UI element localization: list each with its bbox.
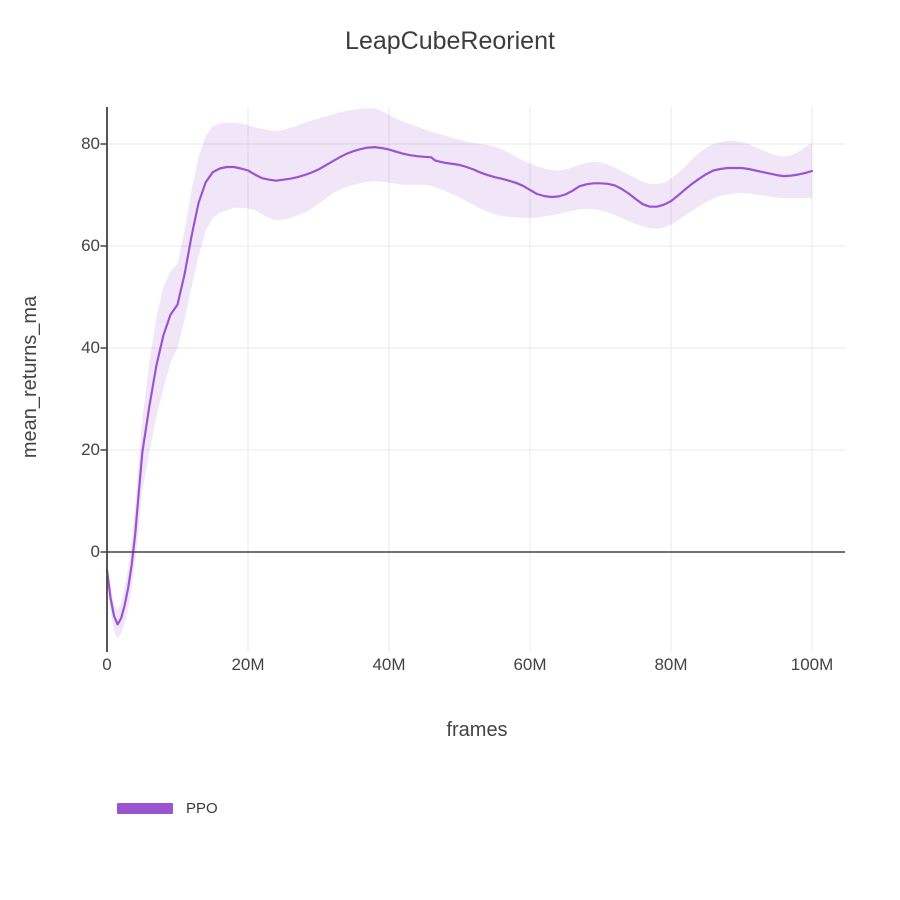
y-tick-label: 0	[90, 542, 100, 561]
x-tick-label: 40M	[372, 655, 406, 674]
y-tick-label: 20	[81, 440, 100, 459]
ppo-mean-line	[105, 146, 814, 626]
x-tick-label: 60M	[513, 655, 547, 674]
legend-item-ppo[interactable]: PPO	[117, 800, 218, 817]
x-tick-label: 80M	[654, 655, 688, 674]
ppo-confidence-band	[107, 108, 812, 639]
y-tick-label: 80	[81, 134, 100, 153]
x-tick-label: 100M	[790, 655, 834, 674]
y-axis-title: mean_returns_ma	[19, 295, 41, 459]
x-tick-label: 20M	[231, 655, 265, 674]
y-tick-label: 60	[81, 236, 100, 255]
legend-swatch-ppo	[117, 803, 173, 814]
legend-label-ppo: PPO	[186, 800, 218, 817]
x-tick-label: 0	[102, 655, 112, 674]
x-axis-title: frames	[446, 719, 508, 741]
y-tick-label: 40	[81, 338, 100, 357]
chart-title: LeapCubeReorient	[345, 27, 555, 55]
